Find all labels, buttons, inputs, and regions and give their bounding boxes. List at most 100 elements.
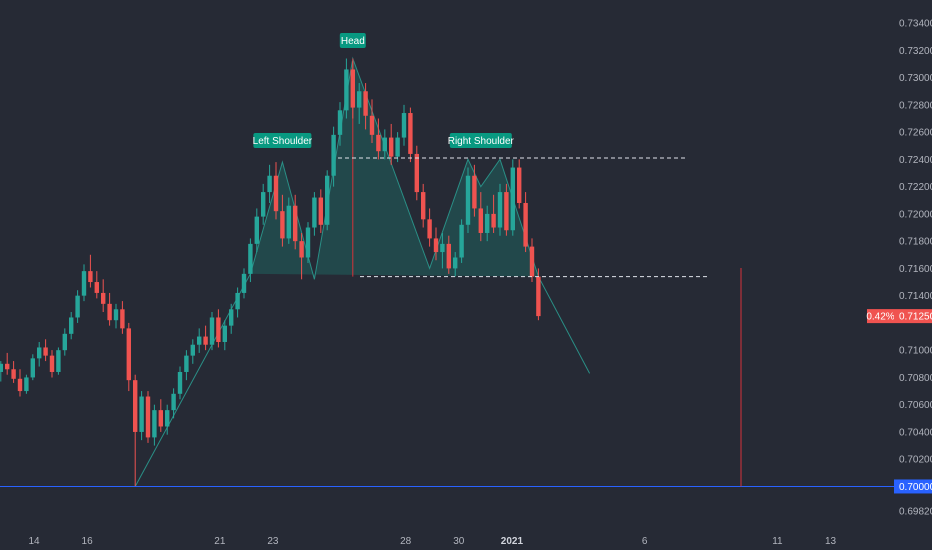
- y-tick-label: 0.71800: [899, 237, 932, 248]
- candle: [43, 339, 48, 362]
- candle-body: [158, 410, 163, 427]
- candle-body: [491, 213, 496, 228]
- candle-body: [414, 153, 419, 193]
- candle: [357, 83, 362, 124]
- candle: [318, 189, 323, 233]
- candle-body: [305, 227, 311, 258]
- candle: [446, 235, 451, 274]
- pattern-labels: Left Shoulder Head Right Shoulder: [253, 33, 515, 148]
- candle-body: [337, 110, 343, 135]
- candle: [267, 164, 272, 203]
- candle-body: [101, 292, 106, 304]
- candle-body: [395, 137, 400, 157]
- candle: [344, 58, 349, 119]
- candle: [363, 83, 368, 130]
- time-axis[interactable]: 14162123283020216111318202527: [28, 536, 932, 547]
- candle: [203, 325, 208, 351]
- candle-body: [453, 257, 458, 269]
- candle: [139, 391, 144, 441]
- candle: [395, 132, 400, 163]
- candle-body: [145, 396, 151, 438]
- candle: [56, 347, 61, 375]
- candle-body: [376, 134, 381, 152]
- price-change-badge: [867, 309, 894, 324]
- candle: [280, 194, 285, 247]
- candle: [94, 271, 99, 299]
- candle-body: [529, 246, 535, 277]
- candle-body: [94, 282, 99, 293]
- x-tick-label: 14: [28, 536, 40, 547]
- candle: [478, 192, 483, 242]
- candle: [81, 264, 87, 302]
- x-tick-label: 2021: [501, 536, 524, 547]
- candle: [107, 292, 112, 326]
- candle: [17, 369, 23, 397]
- candle: [241, 268, 247, 299]
- candle-body: [389, 137, 394, 157]
- horizontal-line-badge: [894, 479, 932, 494]
- candle: [421, 183, 426, 228]
- candle: [158, 399, 163, 432]
- candle: [222, 320, 227, 351]
- y-tick-label: 0.70800: [899, 373, 932, 384]
- y-tick-label: 0.70200: [899, 455, 932, 466]
- price-change-text: 0.42%: [866, 312, 894, 323]
- head-label-badge: [339, 33, 366, 48]
- y-tick-label: 0.72400: [899, 155, 932, 166]
- candle-body: [17, 378, 23, 392]
- head-label-text: Head: [341, 36, 365, 47]
- candle: [0, 361, 4, 382]
- right-shoulder-label-badge: [449, 133, 512, 148]
- candle-body: [369, 115, 375, 135]
- candle-body: [37, 347, 42, 359]
- candle: [165, 404, 170, 435]
- candle-body: [363, 91, 368, 116]
- candle: [229, 303, 234, 334]
- candle: [376, 118, 381, 160]
- candle: [261, 183, 266, 225]
- candle-body: [81, 271, 87, 296]
- candle-body: [56, 350, 61, 372]
- candle: [24, 374, 29, 394]
- candle-body: [459, 224, 464, 258]
- candle: [337, 102, 343, 146]
- candle-body: [0, 363, 4, 372]
- y-tick-label: 0.72000: [899, 209, 932, 220]
- candle-body: [62, 333, 67, 351]
- y-tick-label: 0.72800: [899, 100, 932, 111]
- head-label: Head: [339, 33, 366, 48]
- candle-body: [280, 211, 285, 239]
- current-price-text: 0.71250: [899, 312, 932, 323]
- price-axis[interactable]: 0.73400 0.73200 0.73000 0.72800 0.72600 0.724…: [866, 19, 932, 518]
- candle: [523, 192, 528, 253]
- candle-body: [421, 192, 426, 220]
- x-tick-label: 11: [772, 536, 783, 547]
- candle-body: [408, 113, 413, 154]
- candle: [197, 328, 202, 353]
- horizontal-line-text: 0.70000: [899, 482, 932, 493]
- candle-body: [216, 317, 221, 343]
- y-tick-label: 0.73400: [899, 19, 932, 30]
- candle: [408, 107, 413, 163]
- candle-body: [331, 134, 336, 176]
- candle-body: [254, 216, 259, 244]
- candle-body: [235, 292, 240, 310]
- candle-body: [69, 317, 74, 334]
- candle-body: [190, 344, 195, 356]
- candle-body: [184, 355, 189, 372]
- candle-body: [318, 197, 323, 225]
- candle-body: [427, 219, 432, 239]
- candle-body: [478, 208, 483, 233]
- candle: [472, 164, 477, 217]
- candle-body: [248, 243, 253, 274]
- candle: [312, 192, 317, 236]
- candle-body: [465, 175, 471, 225]
- candle-body: [113, 309, 119, 321]
- candle: [88, 254, 93, 288]
- candle-body: [293, 205, 298, 242]
- candle: [37, 342, 42, 367]
- candle-body: [120, 309, 125, 329]
- y-tick-label: 0.71600: [899, 264, 932, 275]
